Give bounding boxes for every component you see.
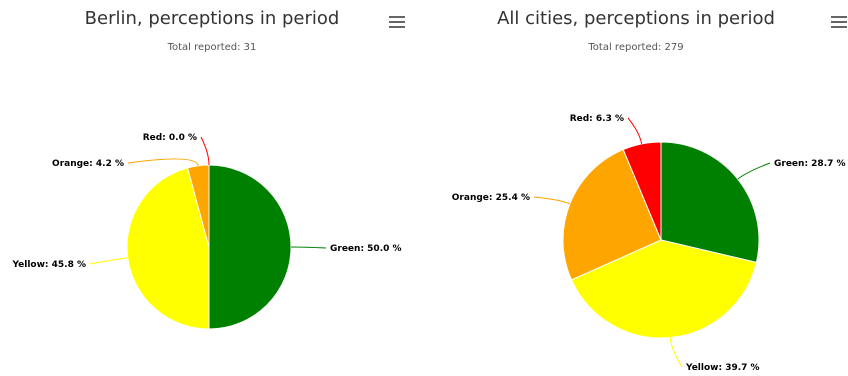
data-label-green: Green: 50.0 % — [330, 244, 402, 254]
pie-slice-green[interactable] — [660, 141, 760, 264]
chart-title: Berlin, perceptions in period — [84, 8, 340, 29]
data-label-red: Red: 6.3 % — [570, 114, 624, 124]
connector-line-orange — [127, 158, 199, 166]
chart-subtitle: Total reported: 279 — [588, 42, 684, 53]
connector-line-orange — [533, 196, 571, 205]
data-label-orange: Orange: 4.2 % — [52, 159, 124, 169]
pie-slice-green[interactable] — [208, 164, 292, 330]
connector-line-red — [627, 117, 643, 144]
connector-line-red — [200, 136, 210, 166]
pie-slice-yellow[interactable] — [570, 239, 758, 339]
chart-panel-all-cities: All cities, perceptions in period Total … — [424, 0, 848, 376]
pie-slice-red[interactable] — [622, 141, 662, 241]
connector-line-green — [737, 162, 771, 180]
chart-title: All cities, perceptions in period — [497, 8, 775, 29]
connector-line-yellow — [89, 257, 128, 265]
hamburger-menu-icon[interactable] — [828, 14, 848, 30]
data-label-green: Green: 28.7 % — [774, 159, 846, 169]
chart-panel-berlin: Berlin, perceptions in period Total repo… — [11, 8, 408, 330]
pie-chart: Green: 28.7 % Yellow: 39.7 % Orange: 25.4 … — [452, 114, 846, 373]
data-label-yellow: Yellow: 39.7 % — [685, 363, 760, 373]
chart-subtitle: Total reported: 31 — [167, 42, 257, 53]
hamburger-menu-icon[interactable] — [386, 14, 408, 30]
connector-line-green — [290, 246, 327, 249]
pie-chart: Green: 50.0 % Yellow: 45.8 % Orange: 4.2 %… — [11, 133, 402, 330]
data-label-yellow: Yellow: 45.8 % — [11, 260, 86, 270]
data-label-red: Red: 0.0 % — [143, 133, 197, 143]
pie-slice-yellow[interactable] — [126, 167, 210, 330]
data-label-orange: Orange: 25.4 % — [452, 193, 530, 203]
connector-line-yellow — [669, 337, 683, 368]
